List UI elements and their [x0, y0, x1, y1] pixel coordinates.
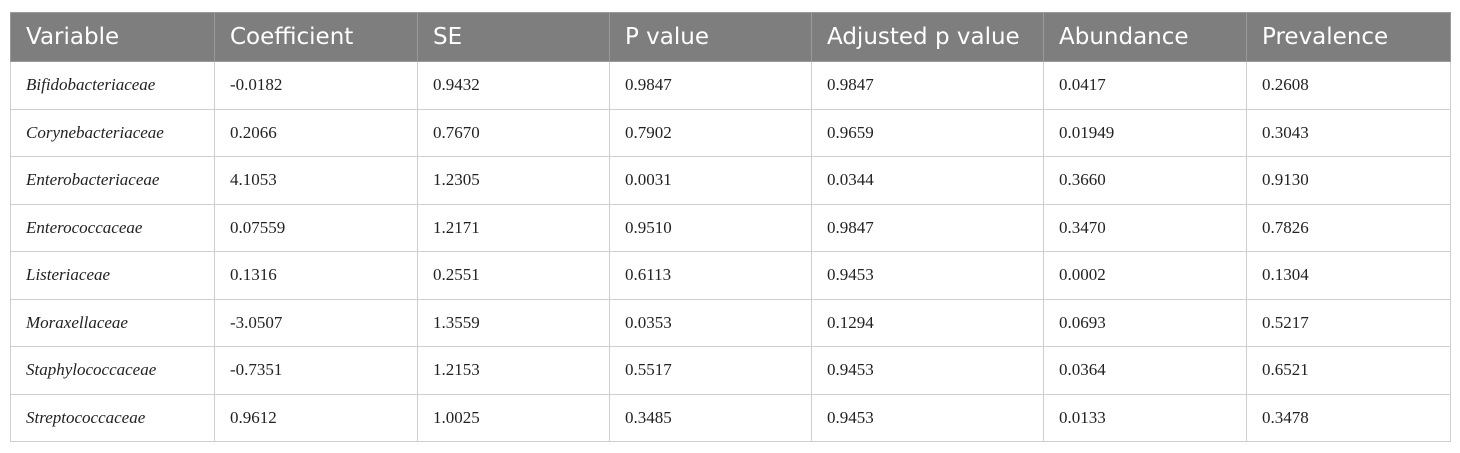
value-cell: 0.9130	[1246, 156, 1451, 205]
value-cell: 1.3559	[417, 298, 610, 347]
header-row: Variable Coefficient SE P value Adjusted p v…	[10, 12, 1451, 62]
value-cell: 1.2305	[417, 156, 610, 205]
table-body: Bifidobacteriaceae -0.0182 0.9432 0.9847 0.9…	[10, 61, 1451, 442]
value-cell: 0.07559	[214, 203, 418, 252]
value-cell: 0.5517	[609, 346, 812, 395]
table-row: Bifidobacteriaceae -0.0182 0.9432 0.9847 0.9…	[10, 61, 1451, 110]
column-header: Adjusted p value	[811, 12, 1044, 62]
value-cell: 1.2153	[417, 346, 610, 395]
value-cell: 0.3043	[1246, 108, 1451, 157]
column-header: Abundance	[1043, 12, 1247, 62]
value-cell: 0.9453	[811, 393, 1044, 442]
value-cell: 1.0025	[417, 393, 610, 442]
value-cell: 0.1304	[1246, 251, 1451, 300]
value-cell: -0.7351	[214, 346, 418, 395]
value-cell: 0.0031	[609, 156, 812, 205]
variable-cell: Enterococcaceae	[10, 203, 215, 252]
value-cell: 0.6113	[609, 251, 812, 300]
value-cell: 0.3470	[1043, 203, 1247, 252]
column-header: Coefficient	[214, 12, 418, 62]
results-table: Variable Coefficient SE P value Adjusted p v…	[10, 12, 1451, 442]
table-row: Streptococcaceae 0.9612 1.0025 0.3485 0.9453…	[10, 393, 1451, 442]
column-header: Variable	[10, 12, 215, 62]
table-row: Listeriaceae 0.1316 0.2551 0.6113 0.9453 0.00…	[10, 251, 1451, 300]
value-cell: 0.1294	[811, 298, 1044, 347]
variable-cell: Staphylococcaceae	[10, 346, 215, 395]
variable-cell: Listeriaceae	[10, 251, 215, 300]
value-cell: 0.2608	[1246, 61, 1451, 110]
value-cell: 0.9847	[609, 61, 812, 110]
value-cell: 0.2066	[214, 108, 418, 157]
value-cell: 0.9612	[214, 393, 418, 442]
value-cell: 0.2551	[417, 251, 610, 300]
value-cell: 0.9453	[811, 346, 1044, 395]
value-cell: 0.0353	[609, 298, 812, 347]
column-header: SE	[417, 12, 610, 62]
value-cell: 0.0364	[1043, 346, 1247, 395]
value-cell: 0.6521	[1246, 346, 1451, 395]
value-cell: 0.9453	[811, 251, 1044, 300]
value-cell: 0.01949	[1043, 108, 1247, 157]
table-header: Variable Coefficient SE P value Adjusted p v…	[10, 12, 1451, 62]
value-cell: 0.9659	[811, 108, 1044, 157]
value-cell: -0.0182	[214, 61, 418, 110]
value-cell: 0.9847	[811, 203, 1044, 252]
value-cell: 0.3660	[1043, 156, 1247, 205]
value-cell: 0.0133	[1043, 393, 1247, 442]
value-cell: 0.3478	[1246, 393, 1451, 442]
variable-cell: Corynebacteriaceae	[10, 108, 215, 157]
value-cell: 0.9432	[417, 61, 610, 110]
value-cell: 0.7670	[417, 108, 610, 157]
variable-cell: Moraxellaceae	[10, 298, 215, 347]
value-cell: 0.0344	[811, 156, 1044, 205]
column-header: P value	[609, 12, 812, 62]
column-header: Prevalence	[1246, 12, 1451, 62]
value-cell: 0.7902	[609, 108, 812, 157]
variable-cell: Streptococcaceae	[10, 393, 215, 442]
value-cell: 0.9510	[609, 203, 812, 252]
value-cell: 0.0693	[1043, 298, 1247, 347]
table-row: Staphylococcaceae -0.7351 1.2153 0.5517 0.94…	[10, 346, 1451, 395]
value-cell: 0.7826	[1246, 203, 1451, 252]
value-cell: 0.5217	[1246, 298, 1451, 347]
variable-cell: Enterobacteriaceae	[10, 156, 215, 205]
value-cell: 0.3485	[609, 393, 812, 442]
table-row: Moraxellaceae -3.0507 1.3559 0.0353 0.1294 0.…	[10, 298, 1451, 347]
value-cell: 1.2171	[417, 203, 610, 252]
value-cell: 0.9847	[811, 61, 1044, 110]
value-cell: 0.1316	[214, 251, 418, 300]
value-cell: -3.0507	[214, 298, 418, 347]
value-cell: 4.1053	[214, 156, 418, 205]
value-cell: 0.0417	[1043, 61, 1247, 110]
table-row: Enterococcaceae 0.07559 1.2171 0.9510 0.9847…	[10, 203, 1451, 252]
variable-cell: Bifidobacteriaceae	[10, 61, 215, 110]
table-row: Enterobacteriaceae 4.1053 1.2305 0.0031 0.03…	[10, 156, 1451, 205]
value-cell: 0.0002	[1043, 251, 1247, 300]
table-row: Corynebacteriaceae 0.2066 0.7670 0.7902 0.96…	[10, 108, 1451, 157]
